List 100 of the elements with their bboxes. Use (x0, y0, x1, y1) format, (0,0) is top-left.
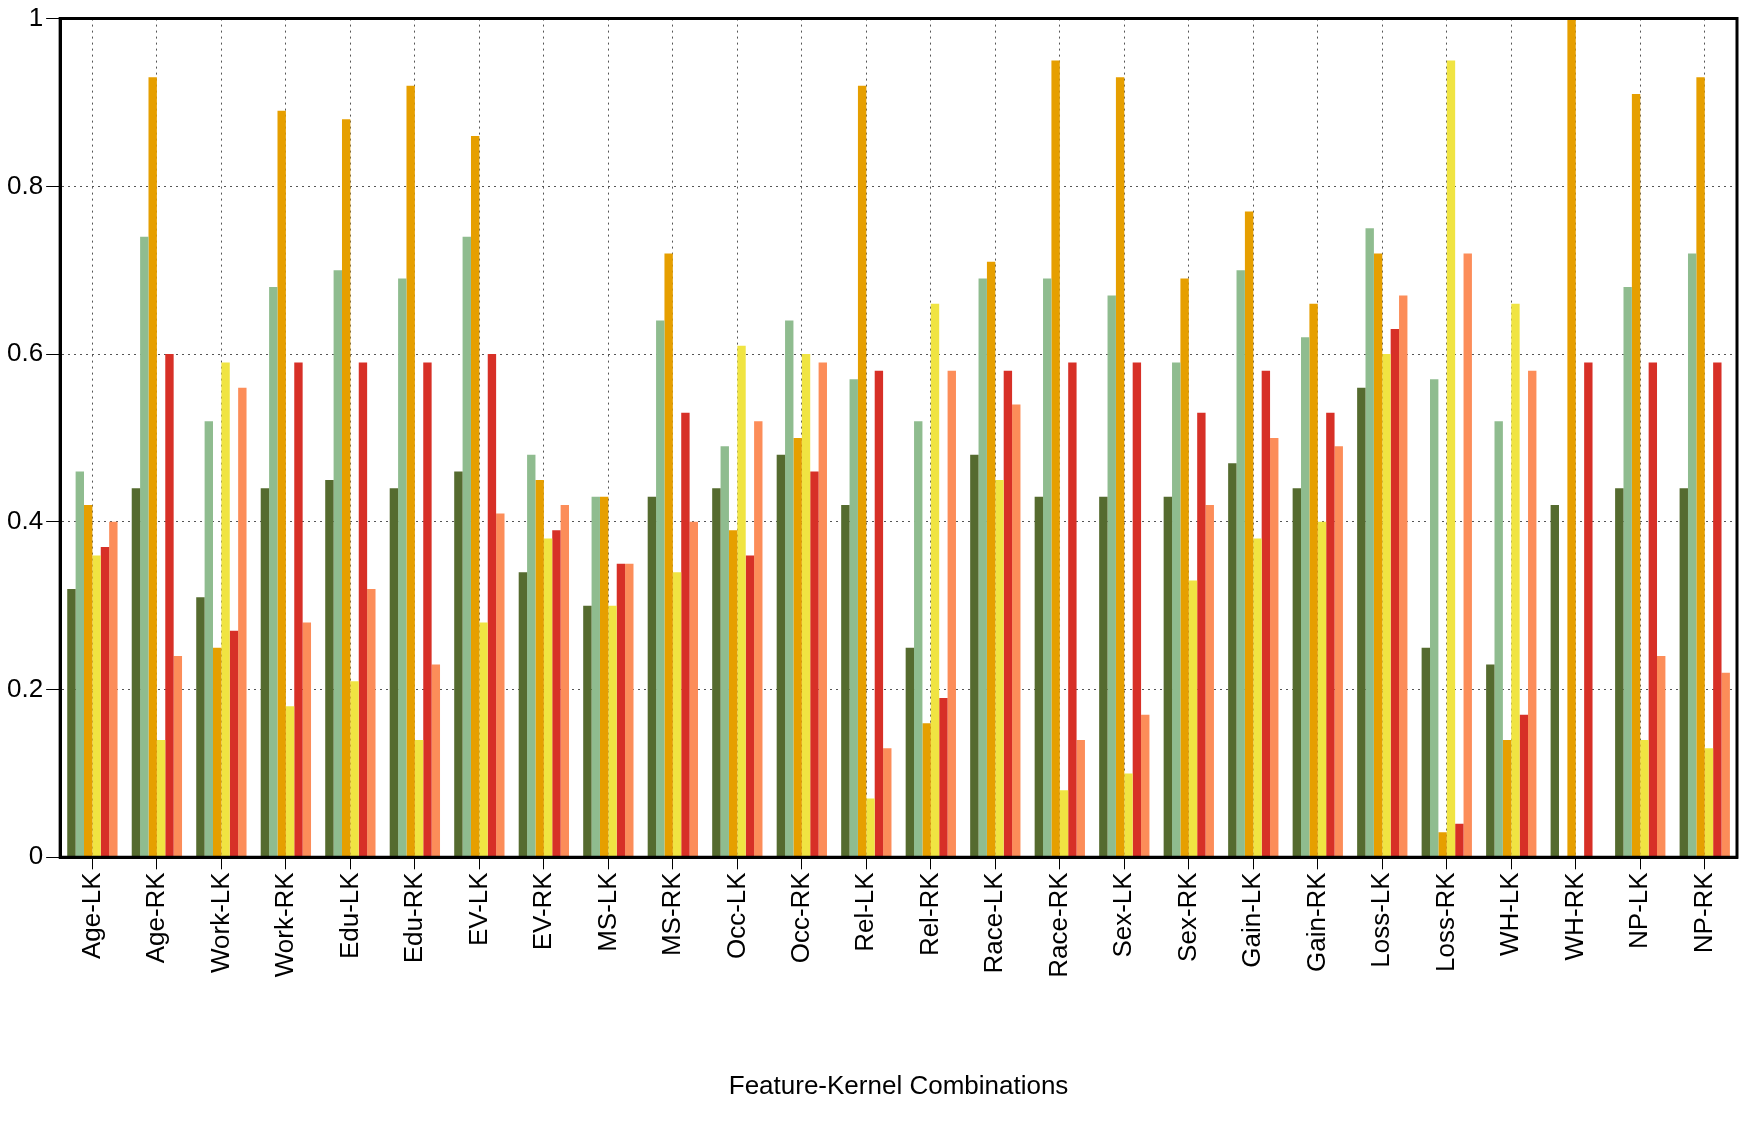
bar (84, 505, 93, 857)
x-tick-label: Age-RK (140, 871, 171, 964)
x-tick-label: Race-RK (1042, 871, 1073, 978)
bar (978, 278, 987, 857)
bar (148, 77, 157, 857)
bar (857, 85, 867, 857)
bar (656, 320, 665, 857)
bar (1640, 739, 1649, 857)
bar (238, 387, 247, 857)
x-tick-label: Race-LK (978, 871, 1009, 974)
x-tick-label: WH-RK (1558, 871, 1589, 961)
bar (1141, 714, 1150, 857)
bar (737, 345, 746, 857)
bar (479, 622, 488, 857)
bar (285, 706, 295, 857)
bar (1486, 664, 1495, 857)
bar (810, 471, 819, 857)
bar (1623, 286, 1632, 857)
x-tick-label: Work-RK (269, 871, 300, 978)
bar (229, 630, 239, 857)
bar (1430, 379, 1439, 857)
x-tick-label: Work-LK (204, 871, 235, 973)
bar (625, 563, 634, 857)
bar (1528, 370, 1537, 857)
bar (1244, 211, 1254, 857)
bar (608, 605, 617, 857)
bar (801, 354, 811, 857)
bar (358, 362, 368, 857)
bar (1012, 404, 1021, 857)
bar (341, 119, 351, 857)
y-tick-label: 0.6 (6, 337, 44, 368)
bar (1494, 421, 1503, 857)
bar (1051, 60, 1060, 857)
bar (1228, 463, 1237, 857)
bar (277, 110, 286, 857)
bar (560, 505, 570, 857)
bar (712, 488, 721, 857)
x-tick-label: Age-LK (75, 871, 106, 960)
bar (776, 454, 786, 857)
bar (681, 412, 690, 857)
bar (647, 496, 657, 857)
x-tick-label: Sex-RK (1171, 871, 1202, 962)
bar (109, 521, 118, 857)
bar (1390, 328, 1400, 857)
bar (1567, 18, 1576, 857)
bar (1292, 488, 1302, 857)
bar (431, 664, 441, 857)
bar (1003, 370, 1013, 857)
bar (947, 370, 956, 857)
bar (350, 681, 359, 857)
bar (1124, 773, 1133, 857)
bar (939, 697, 948, 857)
bar (470, 136, 480, 857)
bar (970, 454, 979, 857)
x-tick-label: Loss-RK (1429, 871, 1460, 973)
bar (1550, 505, 1559, 857)
bar (1519, 714, 1529, 857)
bar (1309, 303, 1318, 857)
bar (1704, 748, 1714, 857)
bar (1163, 496, 1173, 857)
bar (1043, 278, 1052, 857)
bar (213, 647, 222, 857)
bar (818, 362, 827, 857)
bar (754, 421, 763, 857)
x-tick-label: Gain-RK (1300, 871, 1331, 973)
bar (728, 530, 738, 857)
bar (204, 421, 213, 857)
bar (173, 656, 183, 857)
bar (302, 622, 312, 857)
x-tick-label: Loss-LK (1365, 871, 1396, 968)
x-axis-title: Feature-Kernel Combinations (728, 1069, 1069, 1100)
x-tick-label: NP-RK (1687, 871, 1718, 954)
bar (1696, 77, 1705, 857)
bar (1270, 437, 1279, 857)
bar (1317, 521, 1327, 857)
x-tick-label: Gain-LK (1236, 871, 1267, 968)
bar (1197, 412, 1206, 857)
bar (745, 555, 755, 857)
x-tick-label: Rel-LK (849, 871, 880, 952)
x-tick-label: Edu-LK (333, 871, 364, 960)
bar (995, 479, 1004, 857)
bar (689, 521, 698, 857)
bar (1180, 278, 1189, 857)
bar (1511, 303, 1520, 857)
bar (1365, 228, 1374, 857)
bar (922, 723, 931, 857)
bar (793, 437, 802, 857)
bar (221, 362, 230, 857)
bar (1115, 77, 1125, 857)
bar (496, 513, 505, 857)
bar (131, 488, 141, 857)
bar (1301, 337, 1310, 857)
bar (1261, 370, 1271, 857)
bar (1107, 295, 1116, 857)
bar (1679, 488, 1688, 857)
bar (398, 278, 407, 857)
y-tick-label: 0 (28, 840, 44, 871)
bar (1034, 496, 1044, 857)
x-tick-label: WH-LK (1494, 871, 1525, 957)
x-tick-label: EV-RK (527, 871, 558, 951)
